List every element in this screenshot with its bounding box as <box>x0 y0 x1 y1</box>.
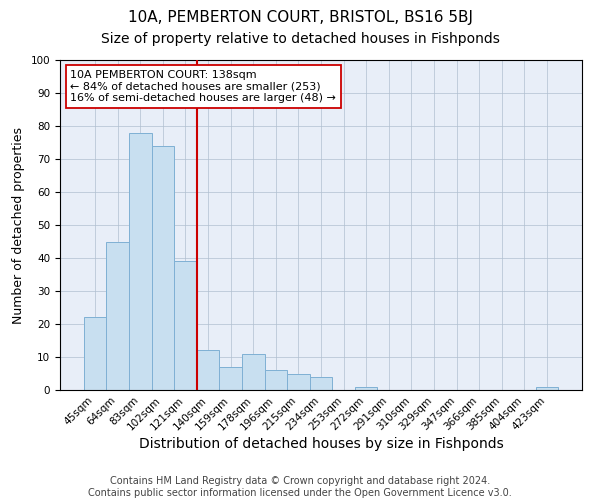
Text: 10A PEMBERTON COURT: 138sqm
← 84% of detached houses are smaller (253)
16% of se: 10A PEMBERTON COURT: 138sqm ← 84% of det… <box>70 70 337 103</box>
Bar <box>287 374 310 390</box>
Bar <box>152 146 174 390</box>
Bar <box>265 370 287 390</box>
Text: Contains HM Land Registry data © Crown copyright and database right 2024.
Contai: Contains HM Land Registry data © Crown c… <box>88 476 512 498</box>
Bar <box>197 350 220 390</box>
Bar <box>106 242 129 390</box>
Bar <box>84 318 106 390</box>
Bar <box>220 367 242 390</box>
Text: Size of property relative to detached houses in Fishponds: Size of property relative to detached ho… <box>101 32 499 46</box>
Bar <box>174 262 197 390</box>
Bar <box>536 386 558 390</box>
Y-axis label: Number of detached properties: Number of detached properties <box>12 126 25 324</box>
X-axis label: Distribution of detached houses by size in Fishponds: Distribution of detached houses by size … <box>139 438 503 452</box>
Bar <box>310 377 332 390</box>
Bar <box>242 354 265 390</box>
Bar <box>129 132 152 390</box>
Bar <box>355 386 377 390</box>
Text: 10A, PEMBERTON COURT, BRISTOL, BS16 5BJ: 10A, PEMBERTON COURT, BRISTOL, BS16 5BJ <box>128 10 473 25</box>
